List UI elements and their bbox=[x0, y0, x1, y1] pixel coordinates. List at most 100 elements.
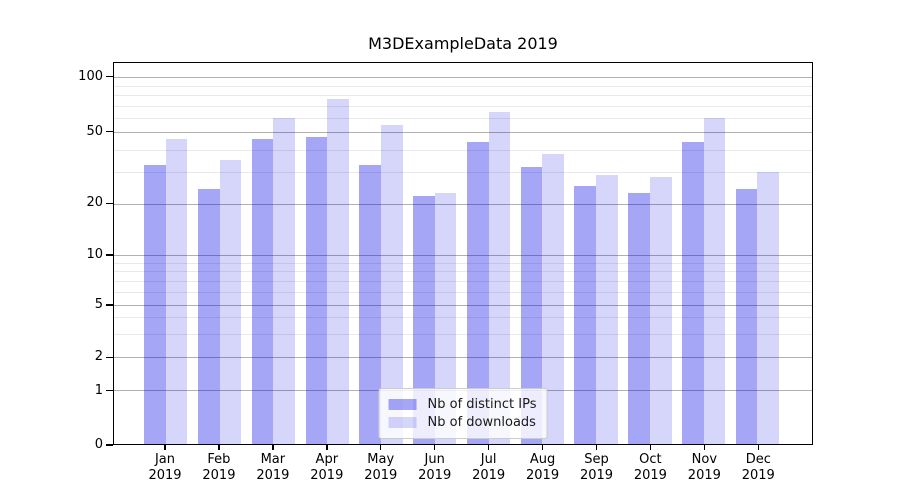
x-tick-label-feb: Feb 2019 bbox=[184, 452, 254, 484]
x-tick-label-dec: Dec 2019 bbox=[723, 452, 793, 484]
chart-title: M3DExampleData 2019 bbox=[368, 34, 558, 53]
gridline-minor-70 bbox=[114, 105, 812, 107]
x-tick-mark-may bbox=[379, 445, 382, 450]
y-tick-mark-1 bbox=[106, 389, 113, 392]
x-tick-label-mar: Mar 2019 bbox=[238, 452, 308, 484]
gridline-minor-8 bbox=[114, 270, 812, 272]
plot-area: Nb of distinct IPs Nb of downloads bbox=[113, 62, 813, 445]
year-label: 2019 bbox=[364, 468, 398, 483]
y-tick-label-50: 50 bbox=[86, 123, 103, 139]
y-tick-label-10: 10 bbox=[86, 247, 103, 263]
bar-sep-nb-of-distinct-ips bbox=[574, 186, 597, 444]
x-tick-mark-apr bbox=[326, 445, 328, 450]
x-tick-mark-jun bbox=[433, 445, 436, 450]
x-tick-label-jul: Jul 2019 bbox=[454, 452, 524, 484]
month-label: Jul bbox=[480, 452, 497, 467]
legend-label-nb-of-distinct-ips: Nb of distinct IPs bbox=[427, 397, 537, 412]
month-label: Dec bbox=[745, 452, 771, 467]
gridline-major-5 bbox=[114, 304, 812, 306]
bar-jul-nb-of-distinct-ips bbox=[466, 142, 489, 444]
year-label: 2019 bbox=[579, 468, 614, 483]
gridline-minor-7 bbox=[114, 280, 812, 282]
bars-layer bbox=[114, 63, 812, 444]
legend-entry-nb-of-downloads: Nb of downloads bbox=[388, 415, 537, 430]
x-tick-label-apr: Apr 2019 bbox=[292, 452, 362, 484]
year-label: 2019 bbox=[633, 468, 667, 483]
x-tick-mark-oct bbox=[649, 445, 652, 450]
year-label: 2019 bbox=[741, 468, 775, 483]
bar-may-nb-of-distinct-ips bbox=[359, 164, 381, 444]
gridline-major-100 bbox=[114, 77, 812, 79]
y-tick-label-2: 2 bbox=[94, 349, 103, 365]
bar-oct-nb-of-distinct-ips bbox=[628, 192, 650, 444]
year-label: 2019 bbox=[256, 468, 290, 483]
y-tick-mark-2 bbox=[106, 356, 113, 359]
bar-dec-nb-of-downloads bbox=[757, 172, 780, 444]
gridline-minor-90 bbox=[114, 85, 812, 87]
year-label: 2019 bbox=[526, 468, 560, 483]
year-label: 2019 bbox=[148, 468, 182, 483]
legend-swatch-nb-of-downloads bbox=[388, 417, 417, 428]
gridline-minor-40 bbox=[114, 149, 812, 151]
bar-feb-nb-of-distinct-ips bbox=[197, 189, 220, 444]
bar-aug-nb-of-distinct-ips bbox=[520, 167, 543, 444]
month-label: Aug bbox=[529, 452, 556, 467]
bar-oct-nb-of-downloads bbox=[649, 177, 672, 444]
y-tick-label-100: 100 bbox=[78, 68, 103, 84]
bar-aug-nb-of-downloads bbox=[542, 153, 564, 444]
bar-jun-nb-of-distinct-ips bbox=[413, 196, 435, 444]
month-label: Nov bbox=[691, 452, 718, 467]
y-tick-mark-20 bbox=[106, 202, 113, 205]
year-label: 2019 bbox=[310, 468, 344, 483]
x-tick-label-aug: Aug 2019 bbox=[508, 452, 578, 484]
x-tick-label-jan: Jan 2019 bbox=[130, 452, 200, 484]
y-tick-mark-100 bbox=[106, 75, 113, 78]
x-tick-mark-sep bbox=[595, 445, 598, 450]
gridline-minor-60 bbox=[114, 117, 812, 119]
y-tick-mark-50 bbox=[106, 130, 113, 133]
year-label: 2019 bbox=[687, 468, 721, 483]
gridline-minor-80 bbox=[114, 95, 812, 97]
bar-nov-nb-of-distinct-ips bbox=[682, 142, 704, 444]
bar-may-nb-of-downloads bbox=[380, 124, 403, 444]
y-tick-label-0: 0 bbox=[94, 437, 103, 452]
legend-swatch-nb-of-distinct-ips bbox=[388, 399, 417, 410]
x-tick-mark-jan bbox=[164, 445, 166, 450]
y-tick-label-1: 1 bbox=[94, 382, 103, 398]
month-label: Jan bbox=[154, 452, 176, 467]
gridline-minor-6 bbox=[114, 291, 812, 293]
y-tick-mark-5 bbox=[106, 304, 113, 306]
gridline-minor-4 bbox=[114, 317, 812, 319]
y-tick-label-5: 5 bbox=[94, 296, 103, 312]
month-label: Jun bbox=[424, 452, 445, 467]
y-tick-mark-10 bbox=[106, 254, 113, 256]
gridline-major-20 bbox=[114, 203, 812, 205]
bar-dec-nb-of-distinct-ips bbox=[735, 189, 758, 444]
bar-mar-nb-of-downloads bbox=[273, 117, 296, 444]
gridline-major-2 bbox=[114, 356, 812, 358]
x-tick-mark-mar bbox=[272, 445, 274, 450]
x-tick-mark-jul bbox=[487, 445, 490, 450]
bar-jul-nb-of-downloads bbox=[488, 111, 511, 444]
bar-sep-nb-of-downloads bbox=[596, 174, 618, 444]
month-label: Sep bbox=[584, 452, 609, 467]
bar-apr-nb-of-downloads bbox=[327, 99, 349, 444]
x-tick-mark-dec bbox=[757, 445, 760, 450]
legend: Nb of distinct IPs Nb of downloads bbox=[378, 388, 548, 439]
bar-mar-nb-of-distinct-ips bbox=[251, 138, 274, 444]
x-tick-label-sep: Sep 2019 bbox=[561, 452, 631, 484]
gridline-major-10 bbox=[114, 255, 812, 257]
bar-feb-nb-of-downloads bbox=[219, 160, 242, 444]
y-tick-mark-0 bbox=[106, 444, 113, 446]
legend-entry-nb-of-distinct-ips: Nb of distinct IPs bbox=[388, 397, 537, 412]
legend-label-nb-of-downloads: Nb of downloads bbox=[427, 415, 536, 430]
x-tick-label-nov: Nov 2019 bbox=[669, 452, 739, 484]
year-label: 2019 bbox=[202, 468, 236, 483]
bar-jan-nb-of-downloads bbox=[165, 138, 188, 444]
x-tick-label-may: May 2019 bbox=[346, 452, 416, 484]
year-label: 2019 bbox=[418, 468, 452, 483]
x-tick-label-oct: Oct 2019 bbox=[615, 452, 685, 484]
y-tick-label-20: 20 bbox=[86, 195, 103, 211]
month-label: May bbox=[367, 452, 395, 467]
